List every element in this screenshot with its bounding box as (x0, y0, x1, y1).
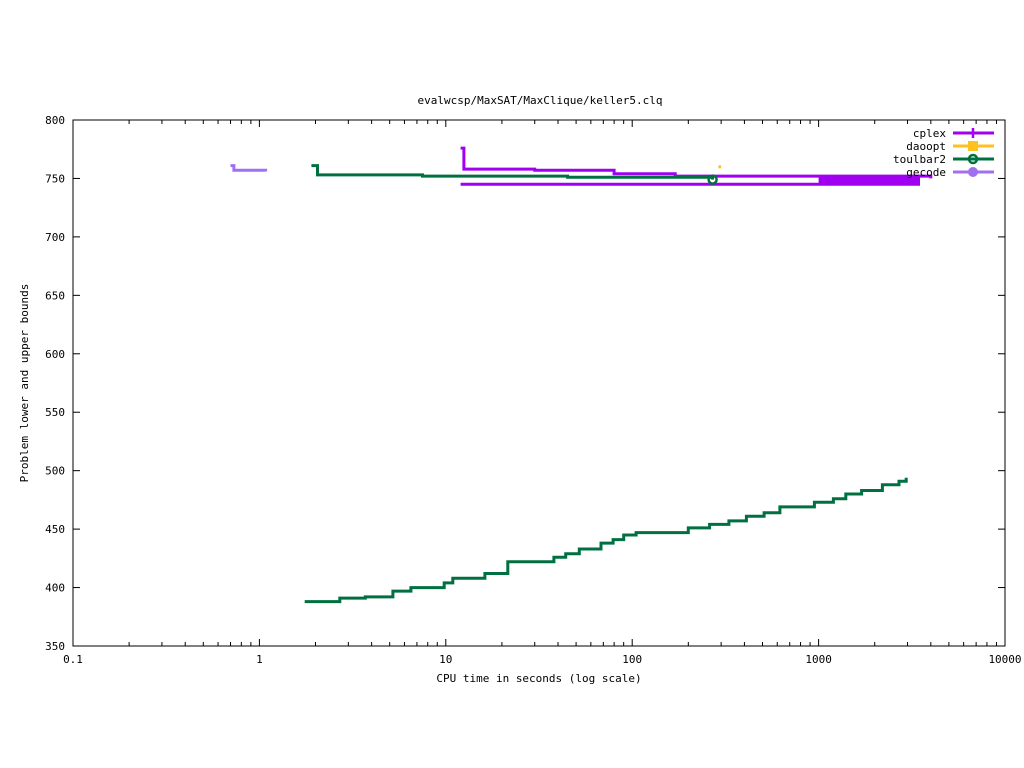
legend-square-marker (968, 141, 978, 151)
legend-circle-marker (967, 153, 979, 165)
legend-label: cplex (913, 127, 946, 140)
y-tick-label: 500 (45, 465, 65, 478)
cplex-dense-band (818, 176, 921, 185)
y-tick-label: 550 (45, 406, 65, 419)
y-axis-label: Problem lower and upper bounds (18, 284, 31, 483)
y-tick-label: 450 (45, 523, 65, 536)
x-axis-label: CPU time in seconds (log scale) (436, 672, 641, 685)
x-tick-label: 1 (256, 653, 263, 666)
plot-series (230, 146, 933, 604)
x-tick-label: 10000 (988, 653, 1021, 666)
x-tick-label: 1000 (805, 653, 832, 666)
legend-dot-marker (968, 167, 978, 177)
y-tick-label: 800 (45, 114, 65, 127)
y-tick-label: 700 (45, 231, 65, 244)
y-tick-label: 350 (45, 640, 65, 653)
legend-plus-marker (968, 128, 978, 138)
series-end-marker (707, 174, 718, 185)
gecode-upper-bound-line (230, 164, 268, 172)
y-tick-label: 650 (45, 289, 65, 302)
y-tick-label: 750 (45, 172, 65, 185)
axis-ticks: 0.1 1 10 100 1000 10000 350 400 450 500 550 600 650 7… (45, 114, 1021, 666)
chart-title: evalwcsp/MaxSAT/MaxClique/keller5.clq (417, 94, 662, 107)
plot-frame (72, 119, 1006, 647)
x-tick-label: 100 (622, 653, 642, 666)
toulbar2-lower-bound-line (304, 477, 908, 604)
y-tick-label: 400 (45, 582, 65, 595)
x-tick-label: 0.1 (63, 653, 83, 666)
legend-label: toulbar2 (893, 153, 946, 166)
toulbar2-upper-bound-line (311, 164, 715, 180)
x-tick-label: 10 (439, 653, 452, 666)
legend-label: gecode (906, 166, 946, 179)
y-tick-label: 600 (45, 348, 65, 361)
cplex-upper-bound-line (460, 146, 933, 179)
legend-label: daoopt (906, 140, 946, 153)
